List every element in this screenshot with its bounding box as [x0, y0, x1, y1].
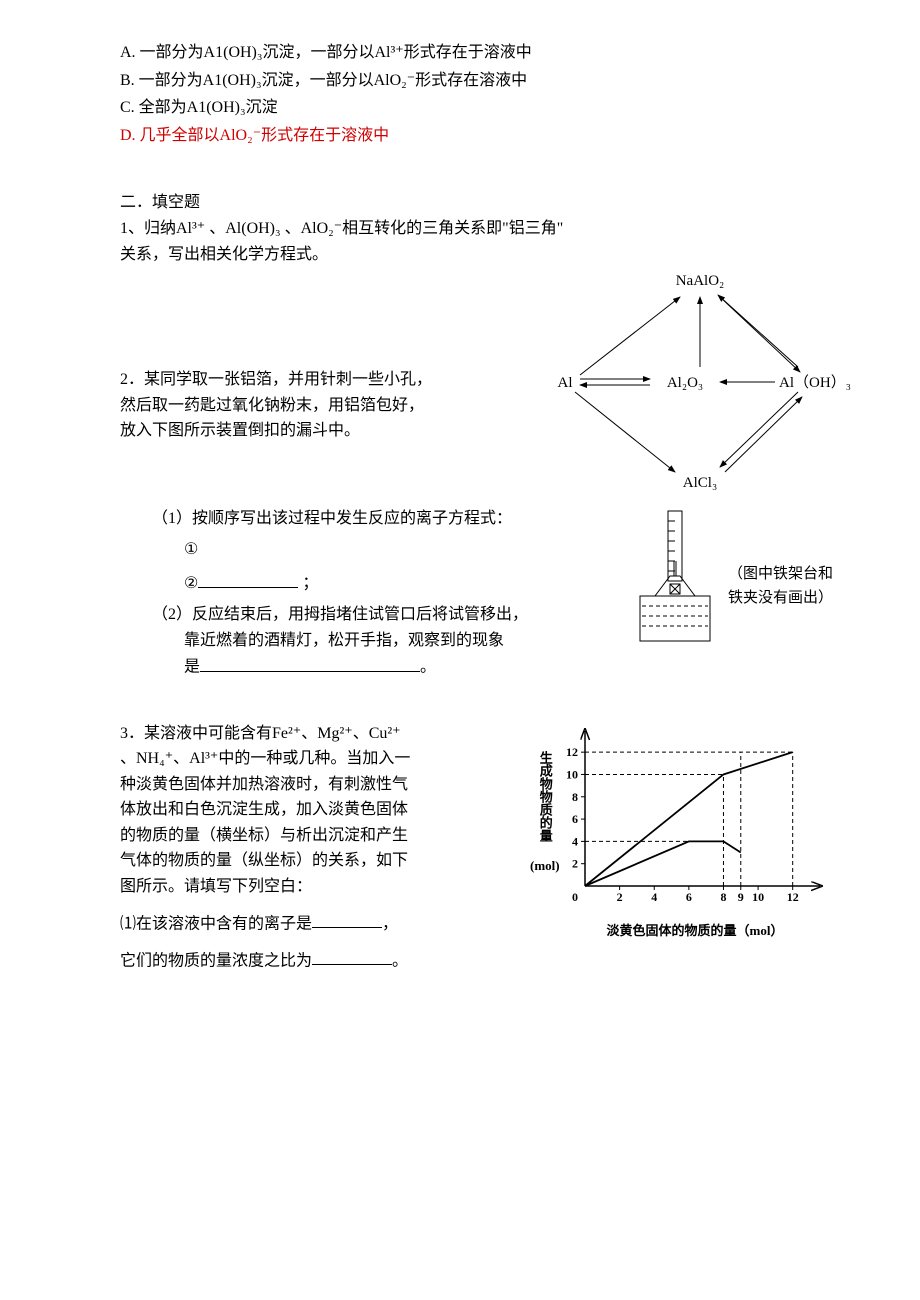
svg-text:10: 10 — [566, 767, 578, 781]
svg-text:6: 6 — [572, 812, 578, 826]
x-axis-label: 淡黄色固体的物质的量（mol） — [530, 921, 860, 942]
q3-p1b: ， — [382, 915, 398, 932]
q2-p2b: 靠近燃着的酒精灯，松开手指，观察到的现象 — [120, 628, 630, 654]
option-d: D. 几乎全部以AlO₂⁻形式存在于溶液中 — [120, 123, 860, 149]
aluminum-triangle-diagram: NaAlO₂ Al Al₂O₃ Al（OH）₃ AlCl₃ — [540, 267, 860, 506]
node-bottom: AlCl₃ — [683, 475, 717, 491]
q3-p2b: 。 — [392, 952, 408, 969]
q2-figure-note: （图中铁架台和 铁夹没有画出） — [728, 562, 833, 610]
q3-l1: 3．某溶液中可能含有Fe²⁺、Mg²⁺、Cu²⁺ — [120, 721, 520, 747]
svg-text:0: 0 — [572, 890, 578, 904]
svg-text:8: 8 — [572, 789, 578, 803]
section-title: 二．填空题 — [120, 190, 860, 216]
node-top: NaAlO₂ — [676, 273, 725, 289]
q2-line3: 放入下图所示装置倒扣的漏斗中。 — [120, 418, 530, 444]
svg-text:10: 10 — [752, 890, 764, 904]
q2-line1: 2．某同学取一张铝箔，并用针刺一些小孔， — [120, 367, 530, 393]
q2-circ1: ① — [184, 537, 198, 563]
node-left: Al — [558, 375, 573, 391]
q3-blank1[interactable] — [312, 910, 382, 929]
y-axis-label: 生成物物质的量 — [534, 751, 555, 842]
q3-l3: 种淡黄色固体并加热溶液时，有刺激性气 — [120, 772, 520, 798]
q3-l2: 、NH₄⁺、Al³⁺中的一种或几种。当加入一 — [120, 746, 520, 772]
svg-text:12: 12 — [566, 745, 578, 759]
svg-text:8: 8 — [720, 890, 726, 904]
q2-p1: （1）按顺序写出该过程中发生反应的离子方程式： — [120, 506, 630, 532]
svg-text:9: 9 — [738, 890, 744, 904]
svg-text:4: 4 — [572, 834, 578, 848]
q3-chart: 生成物物质的量 (mol) 246810122468910120 淡黄色固体的物… — [530, 721, 860, 942]
option-c: C. 全部为A1(OH)₃沉淀 — [120, 95, 860, 121]
node-mid: Al₂O₃ — [667, 375, 703, 391]
svg-text:6: 6 — [686, 890, 692, 904]
q3-blank2[interactable] — [312, 947, 392, 966]
q1-line1: 1、归纳Al³⁺ 、Al(OH)₃ 、AlO₂⁻相互转化的三角关系即"铝三角" — [120, 216, 860, 242]
option-b: B. 一部分为A1(OH)₃沉淀，一部分以AlO₂⁻形式存在溶液中 — [120, 68, 860, 94]
q3-l5: 的物质的量（横坐标）与析出沉淀和产生 — [120, 823, 520, 849]
q2-p2c: 是 — [184, 659, 200, 676]
q2-semic: ； — [302, 575, 318, 592]
q2-blank1[interactable] — [198, 569, 298, 588]
svg-text:4: 4 — [651, 890, 657, 904]
option-a: A. 一部分为A1(OH)₃沉淀，一部分以Al³⁺形式存在于溶液中 — [120, 40, 860, 66]
q2-line2: 然后取一药匙过氧化钠粉末，用铝箔包好， — [120, 393, 530, 419]
q2-blank2[interactable] — [200, 653, 420, 672]
q2-p2a: （2）反应结束后，用拇指堵住试管口后将试管移出， — [120, 602, 630, 628]
q1-line2: 关系，写出相关化学方程式。 — [120, 242, 860, 268]
apparatus-figure — [630, 506, 720, 666]
q3-l7: 图所示。请填写下列空白： — [120, 874, 520, 900]
q2-circ2: ② — [184, 571, 198, 597]
svg-text:2: 2 — [617, 890, 623, 904]
q3-l4: 体放出和白色沉淀生成，加入淡黄色固体 — [120, 797, 520, 823]
y-axis-unit: (mol) — [530, 856, 560, 877]
q3-l6: 气体的物质的量（纵坐标）的关系，如下 — [120, 848, 520, 874]
q3-p2a: 它们的物质的量浓度之比为 — [120, 952, 312, 969]
svg-text:2: 2 — [572, 856, 578, 870]
node-right: Al（OH）₃ — [779, 374, 851, 391]
svg-text:12: 12 — [787, 890, 799, 904]
q3-p1a: ⑴在该溶液中含有的离子是 — [120, 915, 312, 932]
q2-p2d: 。 — [420, 659, 436, 676]
